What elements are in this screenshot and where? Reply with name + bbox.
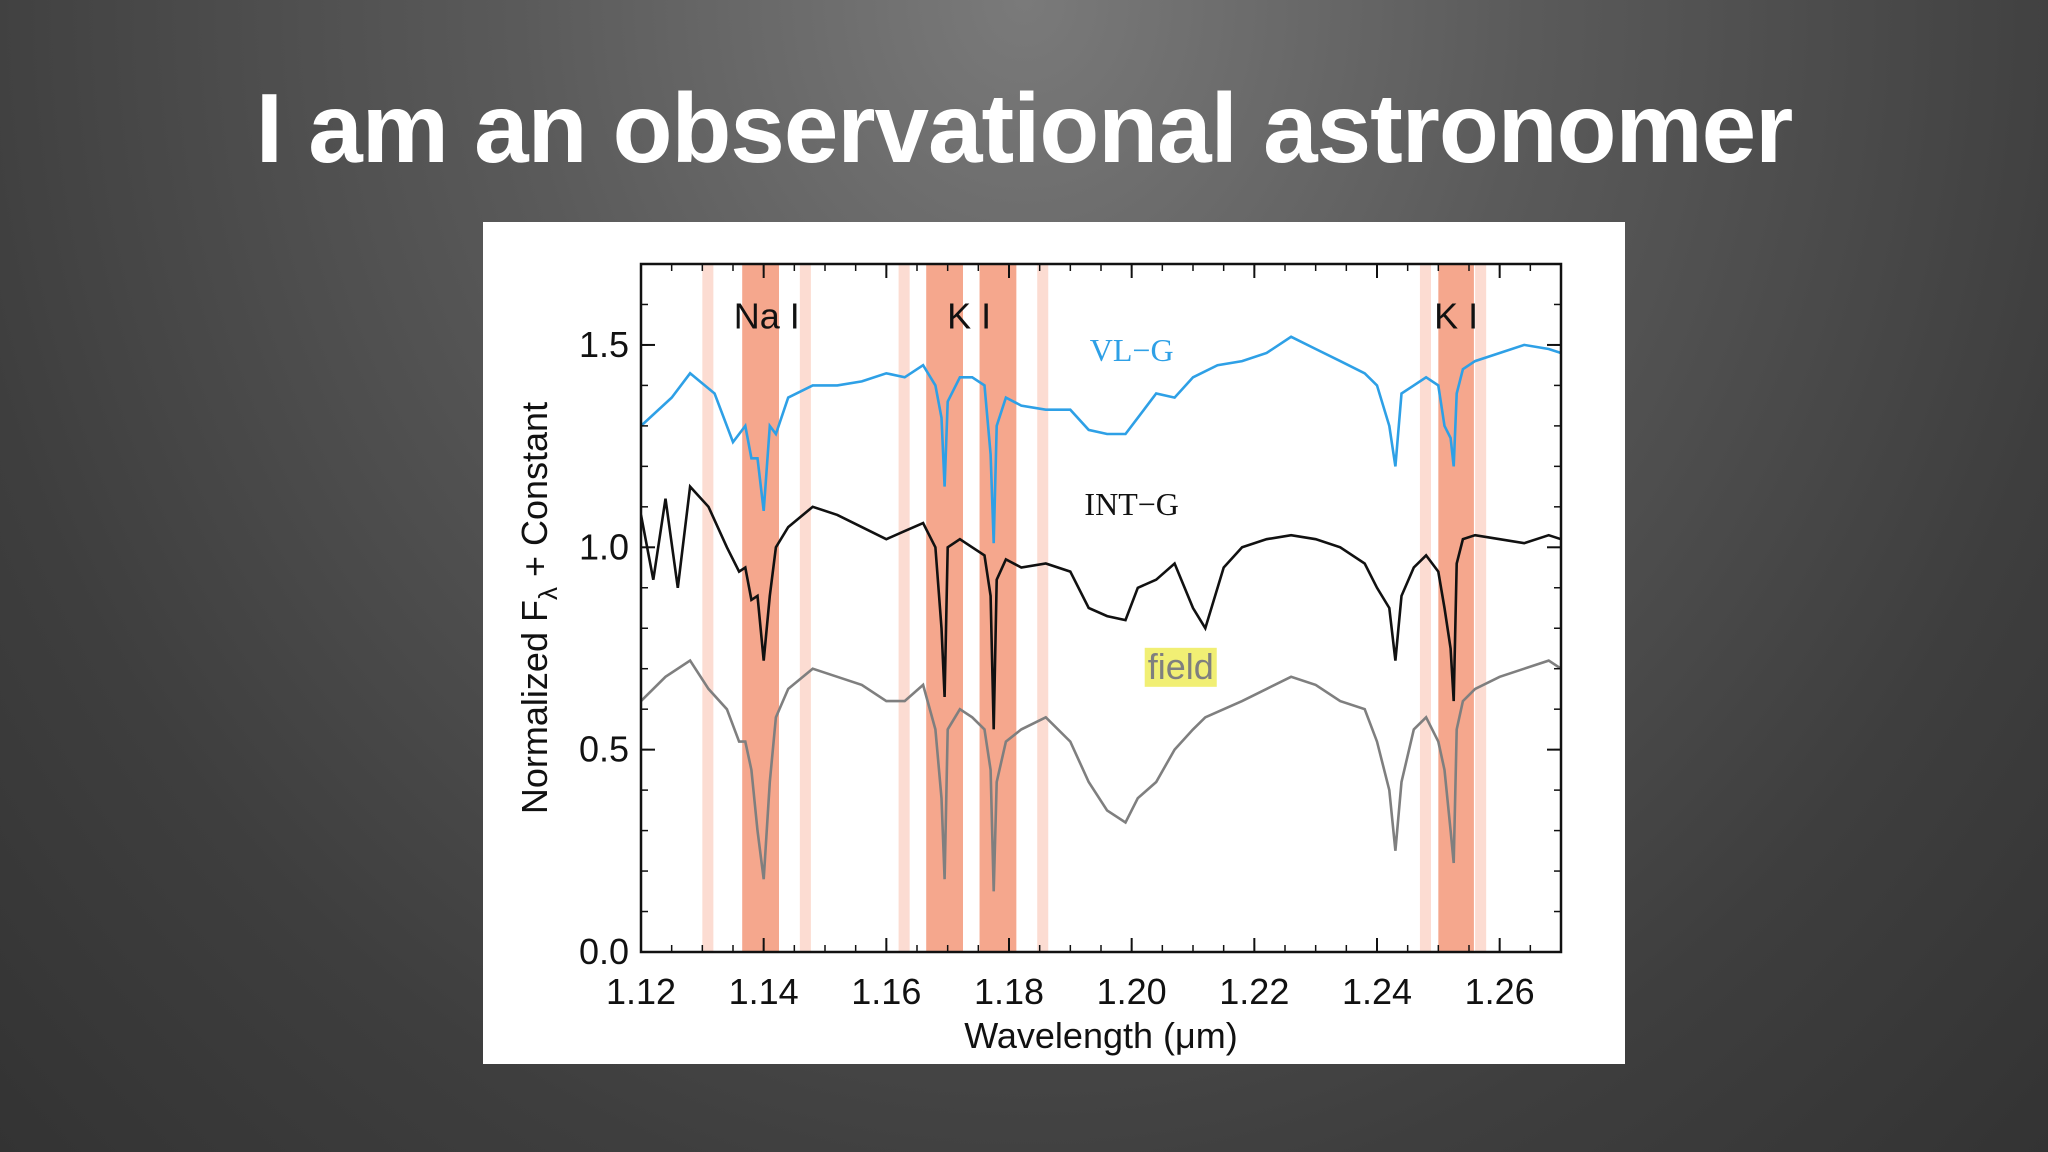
y-tick-label: 1.5 [579,324,629,365]
absorption-band-weak [799,264,811,952]
series-label: VL−G [1090,332,1174,368]
x-tick-label: 1.14 [729,971,799,1012]
absorption-line-label: Na I [734,296,800,337]
x-tick-label: 1.18 [974,971,1044,1012]
spectra-layer [641,335,1561,892]
series-line-field [641,658,1561,892]
y-axis-title-text: Normalized Fλ + Constant [514,402,563,814]
y-tick-label: 1.0 [579,526,629,567]
absorption-band-strong [742,264,779,952]
absorption-bands-layer [702,264,1487,952]
axis-ticks-layer: 1.12 1.14 1.16 1.18 1.20 1.22 1.24 1.26 0.0 0.5 1.… [579,263,1562,1012]
series-line-int-g [641,483,1561,730]
x-tick-label: 1.20 [1097,971,1167,1012]
chart-labels-layer: Na I K I K I VL−G INT−G field [734,296,1478,687]
absorption-band-weak [898,264,910,952]
absorption-band-strong [979,264,1017,952]
y-axis-title: Normalized Fλ + Constant [514,402,563,814]
absorption-band-weak [1037,264,1049,952]
series-label-highlight [1144,647,1217,687]
figure-panel: 1.12 1.14 1.16 1.18 1.20 1.22 1.24 1.26 0.0 0.5 1.… [483,222,1625,1064]
y-tick-label: 0.0 [579,931,629,972]
series-label-field: field [1148,646,1214,687]
spectrum-chart: 1.12 1.14 1.16 1.18 1.20 1.22 1.24 1.26 0.0 0.5 1.… [514,262,1563,1056]
x-axis-title: Wavelength (μm) [964,1015,1237,1056]
absorption-line-label: K I [947,296,991,337]
absorption-line-label: K I [1434,296,1478,337]
series-line-vl-g [641,335,1561,544]
x-tick-label: 1.22 [1219,971,1289,1012]
y-tick-label: 0.5 [579,729,629,770]
x-tick-label: 1.12 [606,971,676,1012]
slide-title: I am an observational astronomer [255,73,1793,183]
absorption-band-weak [1419,264,1431,952]
absorption-band-weak [702,264,714,952]
x-tick-label: 1.26 [1465,971,1535,1012]
x-tick-label: 1.24 [1342,971,1412,1012]
absorption-band-weak [1475,264,1487,952]
x-tick-label: 1.16 [851,971,921,1012]
series-label: INT−G [1084,486,1178,522]
